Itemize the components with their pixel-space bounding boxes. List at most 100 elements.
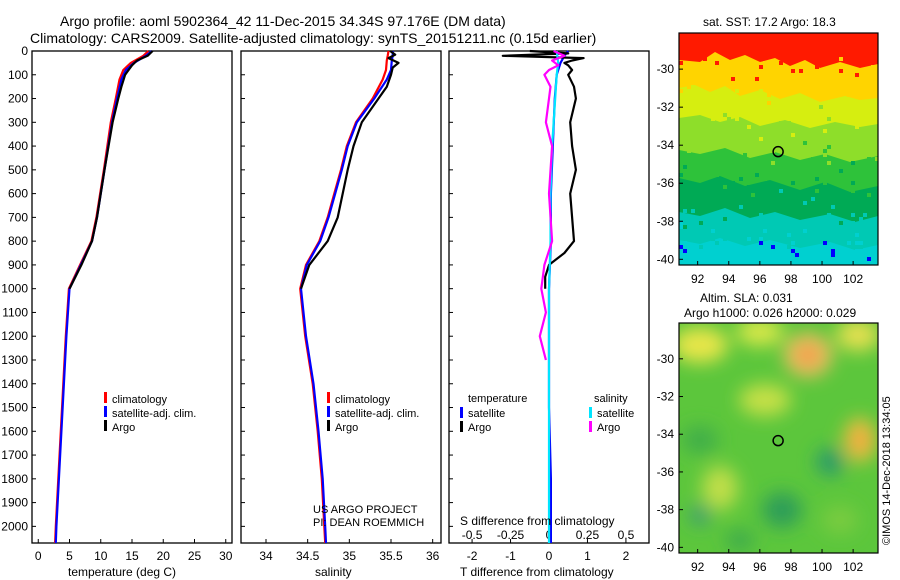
sst-pixel xyxy=(867,45,871,49)
depth-tick-label: 1400 xyxy=(1,377,28,391)
map-y-tick-label: -30 xyxy=(657,352,675,366)
sst-pixel xyxy=(803,229,807,233)
sst-pixel xyxy=(855,73,859,77)
sst-pixel xyxy=(823,241,827,245)
sst-pixel xyxy=(755,217,759,221)
map-y-tick-label: -36 xyxy=(657,176,675,190)
sst-pixel xyxy=(851,221,855,225)
sst-pixel xyxy=(727,89,731,93)
legend-label-argo: Argo xyxy=(112,422,135,434)
sst-pixel xyxy=(875,81,878,85)
sst-pixel xyxy=(735,249,739,253)
sst-pixel xyxy=(679,241,683,245)
legend-label-climatology: climatology xyxy=(112,394,168,406)
x-tick-label: -1 xyxy=(505,549,516,563)
depth-axis: 0 100 200 300 400 500 600 700 800 900 1000 1100 1200… xyxy=(1,44,453,533)
argo-float-marker xyxy=(772,434,784,447)
sst-pixel xyxy=(743,153,747,157)
legend-swatch-climatology xyxy=(104,392,107,403)
depth-tick-label: 500 xyxy=(8,163,28,177)
x-tick-label: 15 xyxy=(125,549,139,563)
sst-pixel xyxy=(731,65,735,69)
sst-pixel xyxy=(827,205,831,209)
map-y-tick-label: -38 xyxy=(657,214,675,228)
depth-tick-label: 1200 xyxy=(1,329,28,343)
sst-pixel xyxy=(791,241,795,245)
sst-pixel xyxy=(699,221,703,225)
sst-pixel xyxy=(771,217,775,221)
argo-float-marker xyxy=(772,145,784,158)
x-tick-label: 34 xyxy=(259,549,273,563)
x-tick-label: 35 xyxy=(343,549,357,563)
x-tick-label: -2 xyxy=(467,549,478,563)
sst-pixel xyxy=(779,61,783,65)
sst-pixel xyxy=(763,229,767,233)
sst-pixel xyxy=(755,197,759,201)
temperature-legend: climatology satellite-adj. clim. Argo xyxy=(104,392,196,434)
sst-pixel xyxy=(779,245,783,249)
sst-pixel xyxy=(783,161,787,165)
sst-pixel xyxy=(795,53,799,57)
sst-map-frame xyxy=(678,32,879,266)
sst-pixel xyxy=(851,245,855,249)
legend-label-t-argo: Argo xyxy=(468,422,491,434)
sst-pixel xyxy=(719,197,723,201)
sst-pixel xyxy=(863,261,867,265)
sst-pixel xyxy=(803,45,807,49)
temperature-panel xyxy=(31,50,233,544)
sst-pixel xyxy=(791,197,795,201)
map-x-tick-label: 92 xyxy=(691,272,705,286)
sst-pixel xyxy=(759,241,763,245)
sst-pixel xyxy=(875,133,878,137)
depth-tick-label: 900 xyxy=(8,258,28,272)
sst-pixel xyxy=(839,69,843,73)
x-tick-label: 34.5 xyxy=(296,549,320,563)
map-x-tick-label: 94 xyxy=(722,560,736,574)
series-line-s-satellite xyxy=(547,50,560,543)
temperature-lines xyxy=(54,50,154,544)
sst-pixel xyxy=(827,161,831,165)
depth-tick-label: 600 xyxy=(8,187,28,201)
temperature-x-label: temperature (deg C) xyxy=(68,565,176,579)
sst-pixel xyxy=(811,89,815,93)
sst-pixel xyxy=(683,261,687,265)
legend-swatch-t-argo xyxy=(460,421,463,432)
sst-pixel xyxy=(679,125,683,129)
legend-label-climatology: climatology xyxy=(335,394,391,406)
sst-pixel xyxy=(819,105,823,109)
sst-pixel xyxy=(815,65,819,69)
sst-pixel xyxy=(699,245,703,249)
sst-pixel xyxy=(679,245,683,249)
depth-tick-label: 1500 xyxy=(1,401,28,415)
sst-pixel xyxy=(791,149,795,153)
x-tick-label: 10 xyxy=(94,549,108,563)
sst-pixel xyxy=(799,129,803,133)
sst-pixel xyxy=(735,49,739,53)
sst-pixel xyxy=(827,117,831,121)
sla-map-ticks: 92 94 96 98 100 102 -30 -32 -34 -36 -38 -40 xyxy=(657,352,864,574)
sst-pixel xyxy=(683,249,687,253)
map-x-tick-label: 102 xyxy=(843,560,863,574)
sst-pixel xyxy=(707,45,711,49)
temperature-x-ticks: 0 5 10 15 20 25 30 xyxy=(35,539,233,563)
sst-pixel xyxy=(867,193,871,197)
sst-pixel xyxy=(875,157,878,161)
x-tick-label: 25 xyxy=(188,549,202,563)
x-tick-label: 0 xyxy=(35,549,42,563)
sst-pixel xyxy=(871,65,875,69)
sst-pixel xyxy=(827,213,831,217)
sst-pixel xyxy=(707,61,711,65)
sst-pixel xyxy=(715,225,719,229)
sst-pixel xyxy=(703,145,707,149)
map-y-tick-label: -34 xyxy=(657,427,675,441)
sst-pixel xyxy=(867,213,871,217)
x-tick-label: 20 xyxy=(157,549,171,563)
sst-pixel xyxy=(767,165,771,169)
depth-tick-label: 1900 xyxy=(1,496,28,510)
depth-tick-label: 0 xyxy=(21,44,28,58)
sst-pixel xyxy=(703,45,707,49)
sst-pixel xyxy=(747,237,751,241)
sst-pixel xyxy=(803,221,807,225)
sst-pixel xyxy=(687,161,691,165)
